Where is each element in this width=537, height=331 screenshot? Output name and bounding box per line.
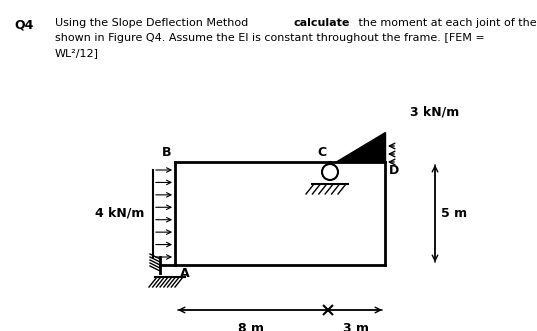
Text: calculate: calculate	[293, 18, 350, 28]
Text: 8 m: 8 m	[238, 322, 264, 331]
Text: A: A	[180, 267, 190, 280]
Text: 3 kN/m: 3 kN/m	[410, 106, 459, 118]
Text: 3 m: 3 m	[343, 322, 369, 331]
Text: Q4: Q4	[14, 18, 33, 31]
Text: WL²/12]: WL²/12]	[55, 48, 99, 58]
Polygon shape	[335, 132, 385, 162]
Text: Using the Slope Deflection Method: Using the Slope Deflection Method	[55, 18, 252, 28]
Text: B: B	[162, 146, 171, 159]
Text: 4 kN/m: 4 kN/m	[95, 207, 144, 220]
Text: D: D	[389, 164, 399, 177]
Text: C: C	[317, 146, 326, 159]
Text: the moment at each joint of the frame as: the moment at each joint of the frame as	[355, 18, 537, 28]
Text: 5 m: 5 m	[441, 207, 467, 220]
Text: shown in Figure Q4. Assume the EI is constant throughout the frame. [FEM =: shown in Figure Q4. Assume the EI is con…	[55, 33, 485, 43]
